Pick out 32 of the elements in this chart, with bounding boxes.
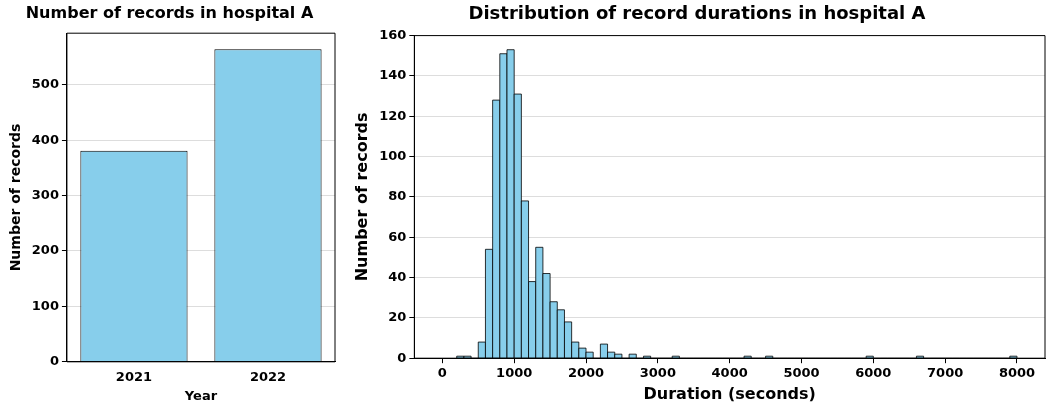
x-tick-label: 4000 bbox=[711, 365, 748, 381]
y-tick-label: 0 bbox=[397, 349, 407, 365]
x-tick-label: 2021 bbox=[115, 368, 153, 384]
y-tick-label: 300 bbox=[31, 186, 59, 202]
x-tick-label: 5000 bbox=[783, 365, 820, 381]
y-tick-label: 100 bbox=[379, 147, 407, 163]
x-tick-label: 7000 bbox=[927, 365, 964, 381]
y-tick-label: 0 bbox=[49, 353, 59, 369]
y-axis-title: Number of records bbox=[7, 123, 24, 272]
chart-title: Number of records in hospital A bbox=[25, 2, 314, 22]
x-tick-label: 0 bbox=[437, 365, 447, 381]
y-tick-label: 200 bbox=[31, 242, 59, 258]
y-tick-label: 80 bbox=[388, 188, 407, 204]
y-tick-label: 120 bbox=[379, 107, 407, 123]
x-tick-label: 2000 bbox=[567, 365, 605, 381]
y-tick-label: 400 bbox=[31, 131, 59, 147]
x-axis-title: Duration (seconds) bbox=[643, 383, 816, 403]
x-tick-label: 1000 bbox=[496, 365, 533, 381]
y-axis-title: Number of records bbox=[351, 112, 371, 282]
y-tick-label: 100 bbox=[31, 297, 59, 313]
y-tick-label: 40 bbox=[388, 268, 407, 284]
x-tick-label: 8000 bbox=[998, 365, 1036, 381]
y-tick-label: 160 bbox=[379, 26, 407, 42]
x-tick-label: 6000 bbox=[855, 365, 892, 381]
y-tick-label: 20 bbox=[388, 309, 407, 325]
x-tick-label: 3000 bbox=[639, 365, 676, 381]
x-tick-label: 2022 bbox=[249, 368, 287, 384]
y-tick-label: 500 bbox=[31, 76, 59, 92]
y-tick-label: 140 bbox=[379, 67, 407, 83]
chart-title: Distribution of record durations in hospital A bbox=[468, 2, 926, 24]
x-axis-title: Year bbox=[183, 387, 218, 403]
y-tick-label: 60 bbox=[388, 228, 407, 244]
